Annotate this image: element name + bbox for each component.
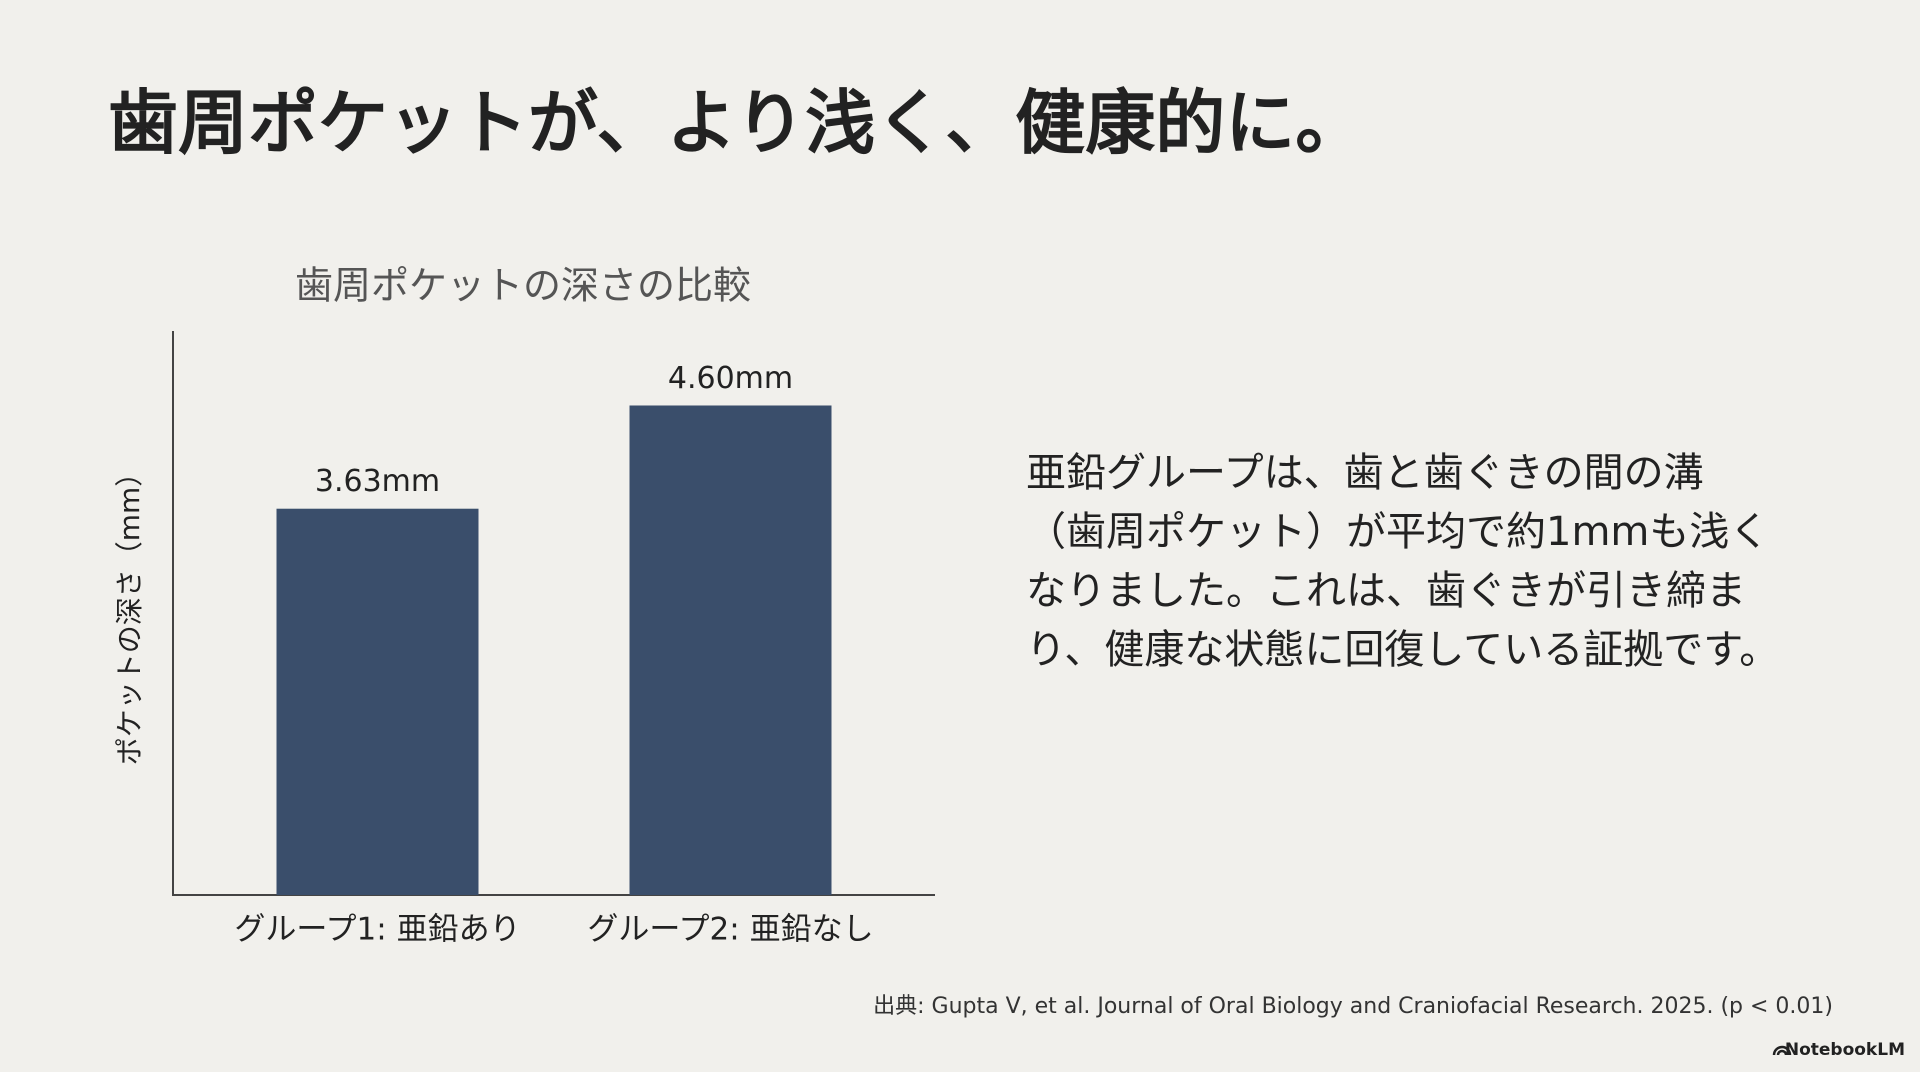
value-label: 3.63mm [315, 464, 440, 499]
body-text: 亜鉛グループは、歯と歯ぐきの間の溝 （歯周ポケット）が平均で約1mmも浅くなりまし… [1026, 450, 1779, 673]
source: 出典: Gupta V, et al. Journal of Oral Biol… [873, 994, 1833, 1019]
x-tick-label: グループ2: 亜鉛なし [587, 912, 873, 948]
x-tick-label: グループ1: 亜鉛あり [234, 912, 520, 948]
bar [276, 508, 479, 895]
body-line: （歯周ポケット）が平均で約1mmも浅く [1026, 509, 1769, 555]
brand-icon [1772, 1045, 1792, 1056]
body-line: なりました。これは、歯ぐきが引き締ま [1026, 568, 1746, 614]
value-label: 4.60mm [668, 361, 793, 396]
body-line: り、健康な状態に回復している証拠です。 [1026, 627, 1779, 673]
chart-title: 歯周ポケットの深さの比較 [295, 264, 751, 308]
body-line: 亜鉛グループは、歯と歯ぐきの間の溝 [1026, 450, 1704, 496]
brand: NotebookLM [1785, 1040, 1905, 1060]
y-axis-label: ポケットの深さ（mm） [113, 459, 146, 766]
heading: 歯周ポケットが、より浅く、健康的に。 [108, 82, 1365, 164]
bar [629, 405, 832, 895]
